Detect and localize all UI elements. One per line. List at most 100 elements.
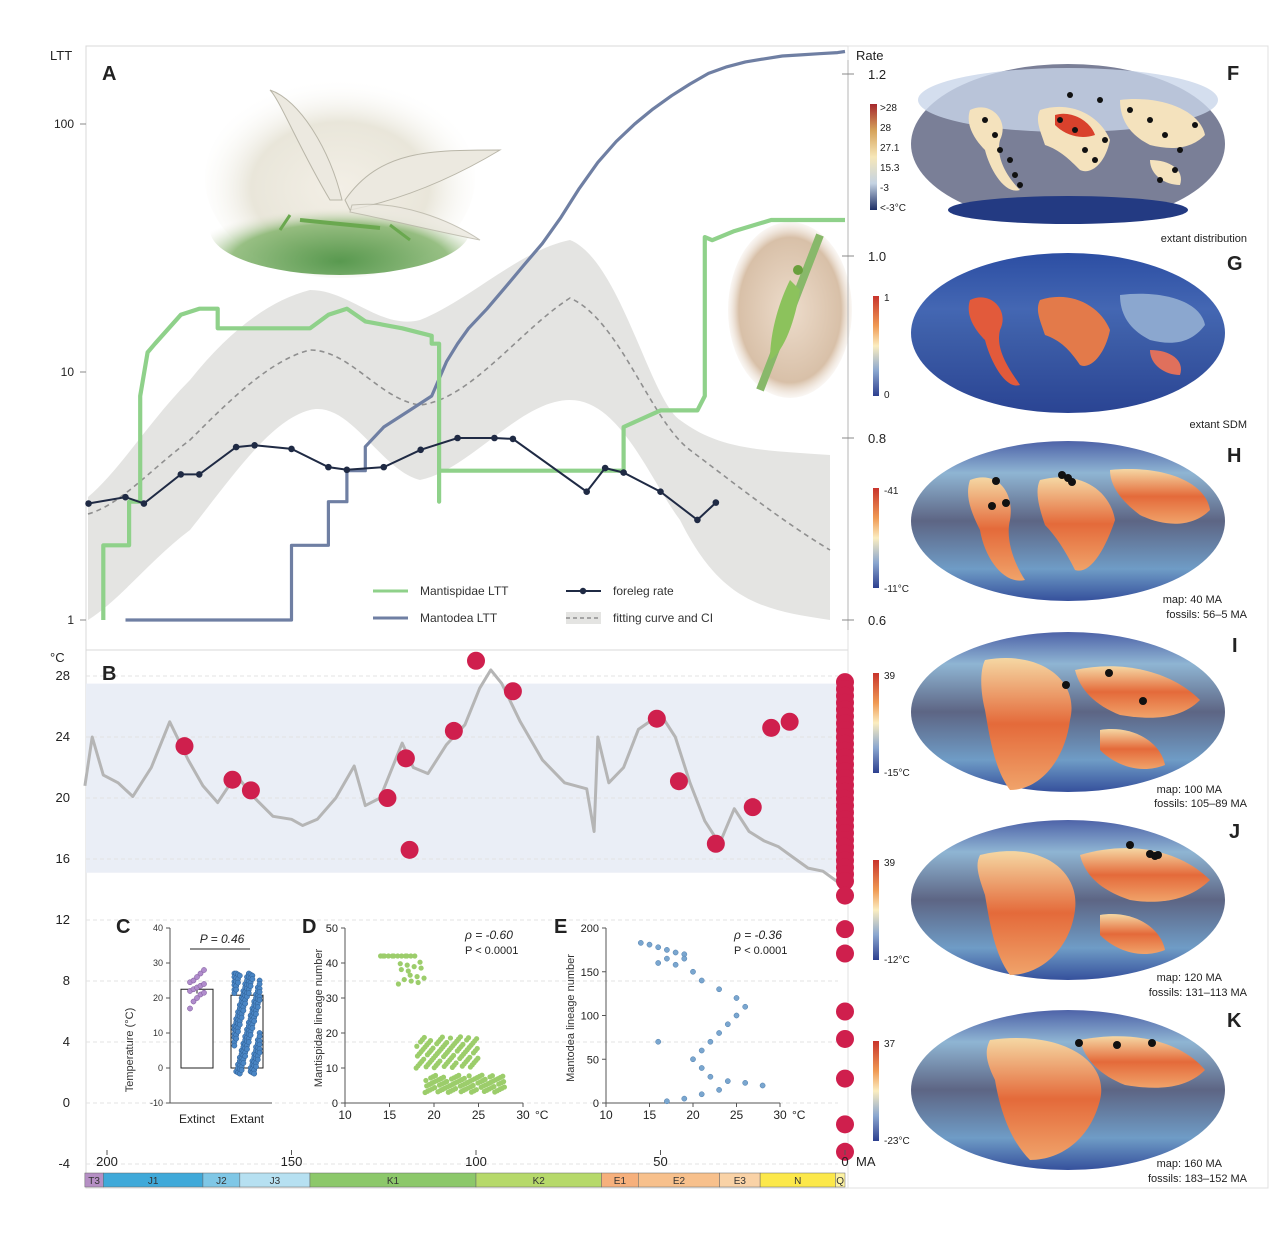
f-legend-3: 15.3 — [880, 163, 900, 174]
d-point — [430, 1045, 436, 1051]
extant-temperature-point — [836, 1029, 854, 1048]
e-point — [672, 961, 679, 968]
foreleg-rate-point — [177, 471, 185, 478]
temperature-tick-label: 0 — [63, 1095, 70, 1110]
e-point — [733, 995, 740, 1001]
panel-letter-e: E — [554, 916, 567, 938]
panel-letter-i: I — [1232, 635, 1238, 657]
period-label: E2 — [673, 1176, 686, 1187]
d-point — [439, 1034, 445, 1040]
e-point — [698, 1091, 705, 1098]
e-point — [698, 1047, 705, 1054]
e-ylabel: Mantodea lineage number — [565, 954, 577, 1082]
fossil-temperature-point — [241, 781, 260, 800]
d-point — [404, 962, 410, 968]
d-point — [414, 974, 420, 980]
extant-temperature-point — [836, 872, 854, 891]
ltt-tick-label: 100 — [54, 117, 74, 131]
e-p: P < 0.0001 — [734, 945, 787, 957]
c-category-label: Extant — [230, 1112, 265, 1126]
d-point — [460, 1041, 466, 1047]
panel-a-ltt-chart: LTT 1 10 100 Rate 0.6 0.8 1.0 1.2 Mantispidae… — [50, 48, 886, 630]
e-point — [681, 1095, 688, 1102]
foreleg-rate-point — [583, 488, 590, 495]
d-ytick-label: 30 — [326, 993, 338, 1005]
colorbar-g — [873, 296, 879, 396]
period-label: J2 — [216, 1176, 227, 1187]
colorbar-f — [870, 104, 877, 210]
d-point — [395, 981, 401, 987]
e-point — [655, 960, 662, 966]
foreleg-rate-point — [712, 499, 720, 506]
e-point — [707, 1038, 714, 1045]
d-point — [402, 953, 409, 959]
d-xtick-label: 25 — [472, 1108, 486, 1122]
c-extinct-point — [197, 970, 204, 977]
period-label: E1 — [614, 1176, 627, 1187]
d-point — [470, 1082, 476, 1089]
map-panels: >28 28 27.1 15.3 -3 <-3°C 1 0 -41 -11°C … — [870, 63, 1248, 1185]
mantis-illustration — [728, 222, 852, 398]
d-point — [434, 1050, 440, 1057]
c-extant-point — [233, 1035, 240, 1042]
d-point — [432, 1085, 438, 1091]
j-legend-top: 39 — [884, 858, 896, 869]
e-point — [716, 1030, 722, 1036]
c-tick-label: 30 — [153, 958, 163, 968]
period-label: E3 — [734, 1176, 747, 1187]
temperature-tick-label: 12 — [56, 912, 70, 927]
e-ytick-label: 100 — [581, 1011, 599, 1023]
c-extinct-point — [194, 995, 200, 1001]
ma-tick-label: 200 — [96, 1154, 118, 1169]
temperature-tick-label: 24 — [56, 729, 70, 744]
d-point — [453, 1060, 459, 1066]
panel-letter-j: J — [1229, 821, 1240, 843]
fossil-temperature-point — [467, 651, 485, 670]
f-legend-5: <-3°C — [880, 203, 906, 214]
d-point — [482, 1076, 488, 1082]
c-extinct-point — [190, 977, 197, 984]
c-extant-point — [236, 972, 243, 979]
map-j — [911, 820, 1225, 980]
d-point — [399, 953, 405, 959]
c-extant-point — [256, 1049, 263, 1056]
foreleg-rate-point — [380, 463, 388, 471]
d-point — [458, 1089, 464, 1095]
d-point — [421, 1056, 427, 1062]
d-point — [418, 1049, 424, 1055]
temperature-tick-label: 16 — [56, 851, 70, 866]
d-point — [398, 966, 404, 973]
c-extant-point — [251, 1070, 258, 1077]
e-xtick-label: 30 — [773, 1108, 787, 1122]
d-point — [456, 1072, 462, 1078]
c-extant-point — [235, 979, 241, 986]
d-point — [405, 968, 411, 974]
period-cell — [835, 1172, 846, 1188]
temperature-curve — [83, 668, 846, 888]
c-extant-point — [254, 1056, 261, 1063]
i-caption-2: fossils: 105–89 MA — [1154, 798, 1248, 810]
c-extant-point — [245, 990, 252, 996]
d-point — [441, 1063, 447, 1070]
d-point — [449, 1081, 455, 1088]
e-point — [733, 1012, 740, 1019]
j-caption-1: map: 120 MA — [1157, 972, 1223, 984]
ltt-left-axis: LTT 1 10 100 — [50, 48, 86, 627]
d-point — [457, 1034, 464, 1040]
d-point — [466, 1073, 472, 1079]
i-legend-top: 39 — [884, 671, 896, 682]
d-point — [432, 1072, 439, 1079]
foreleg-rate-point — [85, 500, 92, 507]
map-i — [911, 632, 1225, 792]
period-label: K2 — [533, 1176, 546, 1187]
f-legend-4: -3 — [880, 183, 889, 194]
foreleg-rate-point — [343, 466, 351, 474]
d-point — [423, 1077, 429, 1084]
d-point — [461, 1075, 467, 1081]
d-point — [448, 1045, 454, 1051]
f-caption: extant distribution — [1161, 233, 1247, 245]
e-xtick-label: 15 — [643, 1108, 657, 1122]
e-point — [698, 977, 705, 984]
foreleg-rate-point — [195, 471, 203, 478]
